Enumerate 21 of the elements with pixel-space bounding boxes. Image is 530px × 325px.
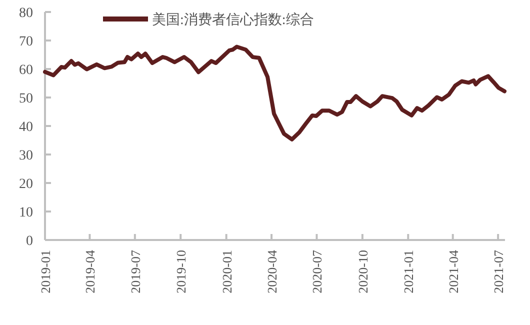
x-tick-label: 2021-07: [491, 250, 506, 294]
x-tick-label: 2021-04: [446, 250, 461, 294]
y-tick-label: 80: [19, 6, 33, 21]
y-tick-label: 0: [26, 234, 33, 249]
y-tick-label: 60: [19, 63, 33, 78]
y-tick-label: 30: [19, 148, 33, 164]
x-tick-label: 2019-04: [82, 250, 98, 294]
x-tick-label: 2020-10: [355, 250, 370, 294]
y-tick-label: 10: [19, 206, 33, 220]
x-tick-label: 2019-10: [174, 250, 189, 294]
x-tick-label: 2020-04: [264, 250, 280, 294]
legend-label: 美国:消费者信心指数:综合: [152, 13, 314, 28]
x-tick-label: 2020-07: [310, 250, 325, 294]
y-tick-label: 40: [19, 120, 33, 135]
x-tick-label: 2019-01: [38, 250, 53, 294]
x-tick-label: 2019-07: [128, 250, 143, 294]
y-tick-label: 70: [19, 34, 33, 50]
x-tick-label: 2021-01: [401, 250, 416, 294]
y-tick-label: 50: [19, 92, 33, 106]
y-tick-label: 20: [19, 177, 33, 192]
x-tick-label: 2020-01: [219, 250, 234, 294]
